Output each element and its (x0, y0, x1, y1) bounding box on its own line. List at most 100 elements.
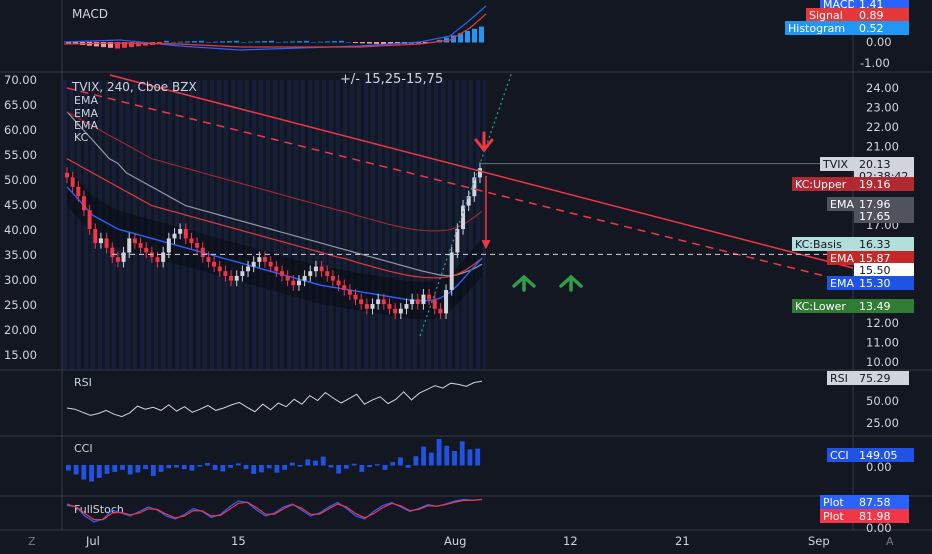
candle-body (229, 275, 234, 281)
price-badge-7: 15.50 (854, 263, 914, 277)
macd-pane[interactable]: MACD (63, 5, 487, 51)
price-badge-0-value: 20.13 (859, 158, 891, 171)
cci-bar (413, 456, 419, 466)
macd-badge-2-value: 0.52 (859, 22, 884, 35)
macd-histogram-bar (297, 41, 302, 43)
right-tick-label: 21.00 (866, 140, 899, 154)
timezone-button: Z (28, 535, 36, 548)
time-label: 21 (675, 534, 690, 548)
price-badge-6-value-bg (854, 251, 914, 265)
cci-bar (205, 463, 210, 466)
macd-histogram-bar (367, 42, 372, 44)
macd-badge-1-label-bg (806, 8, 854, 22)
time-label: Jul (85, 534, 100, 548)
price-badge-3-label-bg (827, 197, 854, 211)
rsi-pane[interactable]: RSI (66, 376, 483, 418)
candle-body (195, 243, 200, 248)
indicator-label-ema-3: EMA (74, 119, 98, 132)
price-badge-7-value: 15.50 (859, 264, 891, 277)
cci-bar (220, 465, 226, 472)
macd-tick-label: -1.00 (860, 56, 890, 70)
time-label: Aug (444, 534, 466, 548)
cci-bar (359, 465, 365, 472)
down-arrow-icon (474, 131, 494, 153)
price-badge-9-value: 13.49 (859, 300, 891, 313)
candle-body (87, 210, 92, 230)
cci-bar (150, 465, 156, 476)
cci-badge-label-bg (827, 448, 854, 462)
macd-histogram-bar (206, 42, 211, 43)
left-tick-label: 40.00 (4, 223, 37, 237)
price-badge-9-value-bg (854, 299, 914, 313)
up-arrow-icon-0 (512, 274, 536, 292)
price-badge-0: TVIX 20.13 (820, 157, 914, 171)
cci-bar (282, 465, 288, 470)
macd-histogram-bar (458, 33, 463, 43)
candle-body (166, 238, 171, 253)
macd-histogram-bar (276, 42, 281, 43)
cci-bar (452, 451, 457, 466)
candle-body (285, 275, 290, 281)
macd-badge-1-value: 0.89 (859, 9, 884, 22)
candle-body (257, 257, 262, 262)
macd-badge-0-value-bg (854, 0, 909, 11)
cci-bar (374, 464, 380, 466)
macd-tick-label: 0.00 (866, 35, 892, 49)
fullstoch-pane[interactable]: FullStoch (66, 498, 483, 523)
left-tick-label: 25.00 (4, 298, 37, 312)
ema-red-line (66, 158, 483, 279)
candle-body (155, 257, 160, 262)
cci-title: CCI (74, 442, 93, 455)
cci-bar (174, 465, 179, 468)
price-badge-2-value-bg (854, 177, 914, 191)
time-axis[interactable]: Jul 15 Aug 12 21 Sep Z A (28, 534, 894, 548)
macd-histogram-bar (269, 40, 274, 43)
price-badge-8-label: EMA (830, 277, 854, 290)
candle-body (121, 252, 126, 262)
price-badge-6-label-bg (827, 251, 854, 265)
stoch-badge-1-value-bg (854, 509, 909, 523)
cci-bar (143, 465, 149, 470)
rsi-series (66, 380, 483, 418)
price-series (65, 71, 854, 337)
cci-bar (313, 460, 318, 466)
macd-badge-0: MACD 1.41 (820, 0, 909, 11)
candle-body (313, 266, 318, 272)
cci-tick-label: 0.00 (866, 460, 892, 474)
candle-body (65, 172, 69, 178)
macd-histogram-bar (318, 41, 323, 43)
cci-bar (73, 465, 79, 475)
macd-histogram-bar (332, 41, 337, 43)
price-pane[interactable]: TVIX, 240, Cboe BZX EMA EMA EMA KC +/- 1… (63, 71, 854, 370)
price-badge-6-label: EMA (830, 252, 854, 265)
candle-body (398, 308, 403, 314)
left-price-axis[interactable]: 70.00 65.00 60.00 55.00 50.00 45.00 40.00 35.00… (4, 73, 37, 362)
macd-badge-1-value-bg (854, 8, 909, 22)
cci-bar (189, 465, 195, 471)
cci-pane[interactable]: CCI (66, 439, 481, 482)
cci-bar (467, 449, 473, 466)
macd-histogram-bar (122, 42, 127, 48)
candle-body (268, 261, 273, 267)
macd-histogram-bar (311, 42, 316, 43)
cci-bar (398, 457, 403, 466)
cci-bar (166, 465, 172, 469)
candle-body (472, 177, 477, 197)
stoch-d-line (66, 498, 483, 521)
cci-bar (436, 439, 442, 466)
candle-body (76, 186, 81, 197)
macd-histogram-bar (192, 41, 197, 43)
macd-histogram-bar (199, 40, 204, 43)
candle-body (302, 275, 307, 281)
stoch-badge-1-label-bg (820, 509, 854, 523)
left-tick-label: 55.00 (4, 148, 37, 162)
candle-body (144, 247, 149, 253)
cci-bar (66, 465, 71, 471)
cci-badge-label: CCI (830, 449, 849, 462)
cci-bar (251, 465, 257, 474)
candle-body (274, 266, 279, 272)
macd-histogram-bar (129, 42, 134, 48)
candle-body (212, 261, 217, 267)
macd-histogram-bar (374, 42, 379, 44)
